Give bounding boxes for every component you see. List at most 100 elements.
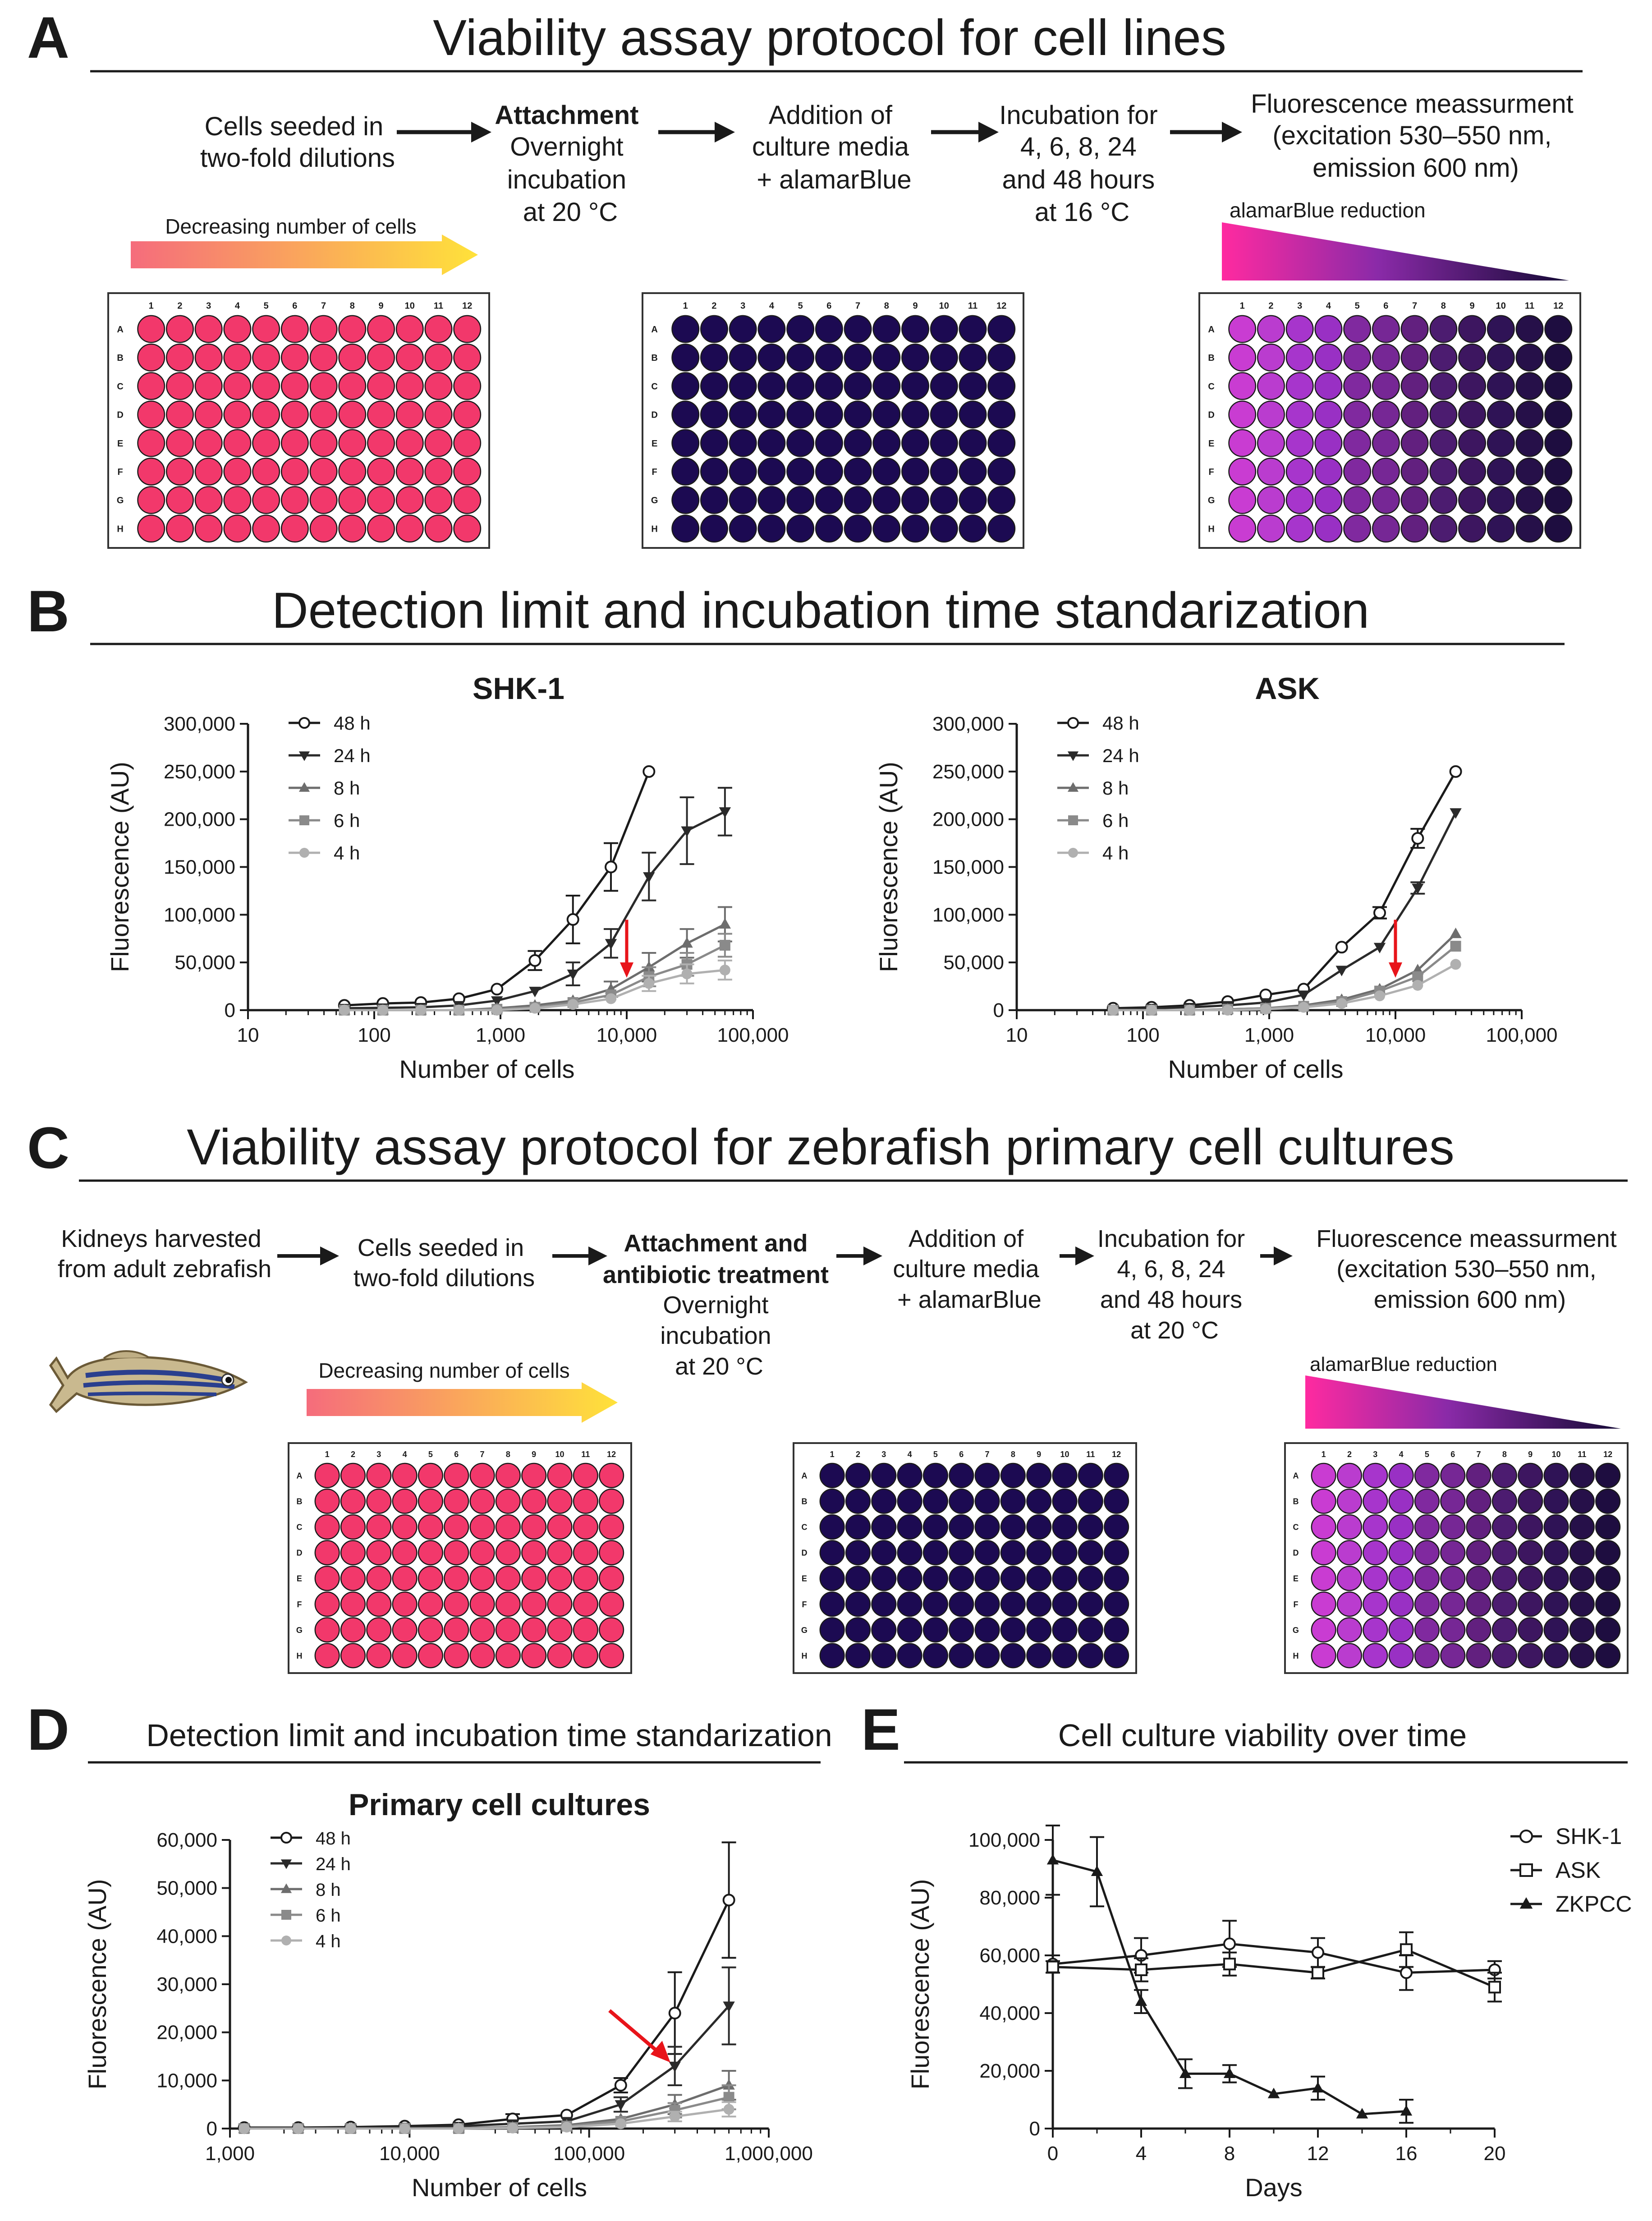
well xyxy=(547,1540,573,1566)
well xyxy=(700,343,728,372)
well xyxy=(573,1617,598,1643)
well xyxy=(521,1514,547,1540)
well xyxy=(901,315,930,343)
well xyxy=(194,400,223,429)
well xyxy=(974,1643,1000,1669)
well xyxy=(1543,1566,1569,1591)
data-point xyxy=(719,918,731,929)
well xyxy=(1363,1514,1388,1540)
well xyxy=(392,1566,418,1591)
well xyxy=(845,1591,871,1617)
well xyxy=(1311,1514,1336,1540)
step-a1: Cells seeded in two-fold dilutions xyxy=(200,112,395,173)
well xyxy=(444,1540,469,1566)
plate-column-label: 9 xyxy=(1037,1450,1041,1459)
well xyxy=(340,1488,366,1514)
well xyxy=(786,372,815,400)
data-point xyxy=(529,987,541,998)
plate-column-label: 4 xyxy=(908,1450,912,1459)
legend: 48 h 24 h 8 h 6 h 4 h xyxy=(289,713,371,864)
well xyxy=(418,1617,443,1643)
well xyxy=(949,1514,974,1540)
well xyxy=(1000,1591,1026,1617)
well xyxy=(922,1514,948,1540)
plate-column-label: 8 xyxy=(1441,301,1446,311)
well xyxy=(547,1617,573,1643)
plate-row-label: G xyxy=(651,496,658,506)
well xyxy=(252,343,280,372)
well xyxy=(1569,1488,1595,1514)
well xyxy=(757,372,786,400)
well xyxy=(729,372,757,400)
well xyxy=(930,457,958,486)
data-point xyxy=(1411,832,1424,845)
well xyxy=(521,1566,547,1591)
y-tick-label: 150,000 xyxy=(932,856,1004,878)
data-point xyxy=(1374,990,1386,1002)
well xyxy=(444,1462,469,1488)
x-tick-label: 0 xyxy=(1047,2143,1058,2165)
well xyxy=(1414,1514,1440,1540)
well xyxy=(309,343,338,372)
well xyxy=(1466,1462,1491,1488)
well xyxy=(729,457,757,486)
data-point xyxy=(399,2123,410,2134)
well xyxy=(959,400,987,429)
well xyxy=(897,1566,922,1591)
well xyxy=(521,1462,547,1488)
panel-a-letter: A xyxy=(27,5,69,70)
plate-column-label: 2 xyxy=(1347,1450,1352,1459)
well xyxy=(366,1488,392,1514)
well xyxy=(1515,400,1544,429)
well xyxy=(872,400,901,429)
well xyxy=(1569,1514,1595,1540)
plate-column-label: 7 xyxy=(1412,301,1417,311)
decreasing-label-c: Decreasing number of cells xyxy=(318,1359,569,1382)
well xyxy=(1343,515,1372,543)
well xyxy=(1440,1643,1466,1669)
well xyxy=(366,1617,392,1643)
well xyxy=(1518,1488,1543,1514)
well xyxy=(424,429,453,457)
reduction-gradient-wedge-a xyxy=(1222,222,1569,280)
well xyxy=(395,343,424,372)
well xyxy=(949,1540,974,1566)
well xyxy=(871,1643,897,1669)
plate-column-label: 7 xyxy=(985,1450,990,1459)
well xyxy=(872,372,901,400)
well xyxy=(974,1591,1000,1617)
zebrafish-icon xyxy=(49,1350,248,1413)
well xyxy=(1487,457,1515,486)
data-point xyxy=(1400,1966,1413,1979)
panel-c-title: Viability assay protocol for zebrafish p… xyxy=(187,1119,1454,1175)
well xyxy=(959,372,987,400)
well xyxy=(1544,400,1573,429)
data-point xyxy=(669,2111,680,2122)
well xyxy=(949,1643,974,1669)
y-tick-label: 250,000 xyxy=(932,761,1004,783)
well xyxy=(671,372,700,400)
well xyxy=(974,1566,1000,1591)
chart-primary: 0 10,000 20,000 30,000 40,000 50,000 60,000 1,0… xyxy=(83,1788,813,2202)
data-point xyxy=(615,2118,626,2129)
well xyxy=(1000,1514,1026,1540)
arrow-head xyxy=(620,962,633,978)
well xyxy=(1491,1488,1517,1514)
data-point xyxy=(1107,1005,1119,1016)
plate-row-label: D xyxy=(651,410,657,420)
well xyxy=(1595,1617,1621,1643)
well xyxy=(922,1643,948,1669)
legend-label: 6 h xyxy=(334,810,360,831)
well xyxy=(280,315,309,343)
well xyxy=(1388,1617,1414,1643)
well xyxy=(424,486,453,514)
data-point xyxy=(280,1883,292,1893)
well xyxy=(815,515,843,543)
well xyxy=(223,372,252,400)
y-tick-label: 40,000 xyxy=(979,2002,1040,2024)
well xyxy=(700,372,728,400)
well xyxy=(1343,457,1372,486)
plate-column-label: 4 xyxy=(235,301,240,311)
well xyxy=(1414,1643,1440,1669)
